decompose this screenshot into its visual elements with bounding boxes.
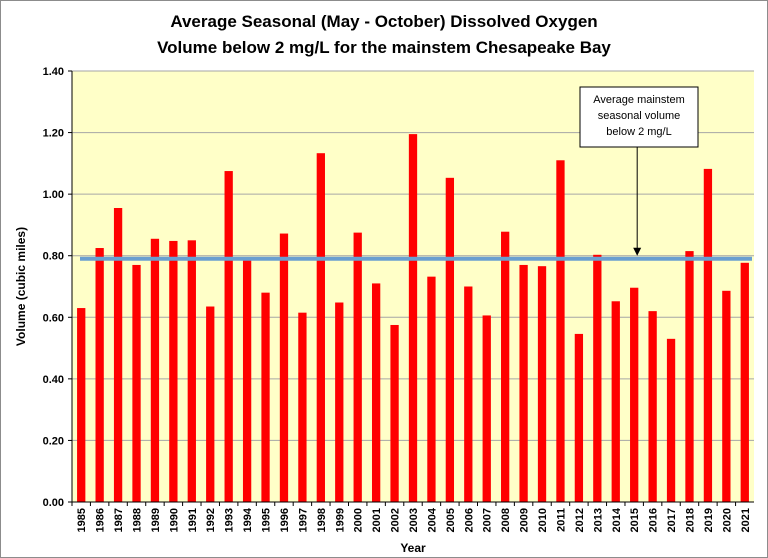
bar [206, 306, 215, 502]
bar [722, 290, 731, 502]
title-line-2: Volume below 2 mg/L for the mainstem Che… [157, 38, 611, 57]
bar [685, 251, 694, 502]
average-annotation: Average mainstem seasonal volume below 2… [579, 86, 699, 256]
x-tick-label: 2004 [426, 507, 438, 532]
x-tick-labels: 1985 1986 1987 1988 1989 1990 1991 1992 1993 1994… [71, 502, 752, 532]
bar [593, 254, 602, 502]
annotation-line-1: Average mainstem [593, 94, 685, 106]
annotation-arrowhead [633, 247, 642, 256]
bar [95, 248, 104, 502]
bar [132, 264, 141, 502]
x-tick-label: 2015 [629, 508, 641, 532]
x-tick-label: 2014 [611, 507, 623, 532]
y-tick-label: 0.20 [43, 435, 64, 447]
bar [390, 324, 399, 502]
bar [537, 266, 547, 502]
x-tick-label: 1993 [224, 508, 236, 532]
x-tick-label: 2005 [445, 508, 457, 532]
x-tick-label: 1996 [279, 508, 291, 532]
x-tick-label: 1997 [297, 508, 309, 532]
bar [482, 315, 491, 502]
bar [666, 338, 676, 502]
bar [445, 177, 455, 503]
x-tick-label: 1987 [113, 508, 125, 532]
x-tick-label: 2009 [519, 508, 531, 532]
x-tick-label: 2013 [592, 508, 604, 532]
x-tick-label: 2002 [390, 508, 402, 532]
x-tick-label: 1992 [205, 508, 217, 532]
x-tick-label: 2001 [371, 508, 383, 532]
bar [353, 232, 362, 502]
x-tick-label: 2017 [666, 508, 678, 532]
bar [556, 160, 565, 502]
bar [630, 287, 639, 502]
x-tick-label: 2018 [684, 508, 696, 532]
bar [261, 292, 270, 502]
bar [169, 240, 178, 503]
y-axis-title: Volume (cubic miles) [14, 227, 28, 346]
bar [150, 238, 160, 502]
axes [71, 71, 754, 503]
y-tick-labels: 0.00 0.20 0.40 0.60 0.80 1.00 1.20 1.40 [43, 66, 64, 509]
x-tick-label: 2012 [574, 508, 586, 532]
title-line-1: Average Seasonal (May - October) Dissolv… [170, 12, 597, 31]
x-tick-label: 2007 [482, 508, 494, 532]
x-axis-title: Year [400, 541, 426, 555]
bar [427, 276, 436, 502]
bar [242, 259, 252, 502]
bar [519, 264, 528, 502]
x-tick-label: 1985 [76, 508, 88, 532]
x-tick-label: 1988 [132, 508, 144, 532]
x-tick-label: 1986 [95, 508, 107, 532]
bar [501, 231, 510, 503]
x-tick-label: 2019 [703, 508, 715, 532]
bar [574, 333, 584, 502]
bar [648, 311, 657, 502]
y-tick-label: 0.80 [43, 251, 64, 263]
x-tick-label: 2021 [740, 508, 752, 532]
x-tick-label: 2020 [721, 508, 733, 532]
bar [279, 233, 289, 502]
bar [113, 207, 123, 502]
y-tick-label: 1.40 [43, 66, 64, 78]
x-tick-label: 1994 [242, 507, 254, 532]
bar [335, 302, 344, 502]
annotation-line-2: seasonal volume [598, 110, 681, 122]
y-tick-label: 0.40 [43, 374, 64, 386]
bar [224, 171, 233, 502]
bar [740, 262, 749, 502]
x-tick-label: 1995 [261, 508, 273, 532]
x-tick-label: 2000 [353, 508, 365, 532]
bar [187, 240, 196, 503]
x-tick-label: 1999 [334, 508, 346, 532]
bars [77, 134, 749, 503]
bar [611, 301, 620, 502]
x-tick-label: 1991 [187, 508, 199, 532]
bar [77, 308, 86, 502]
annotation-box [579, 86, 699, 148]
bar [371, 283, 381, 502]
bar [316, 153, 325, 502]
x-tick-label: 2016 [648, 508, 660, 532]
bar [298, 312, 307, 502]
x-tick-label: 1990 [168, 508, 180, 532]
chart-title: Average Seasonal (May - October) Dissolv… [157, 12, 611, 57]
y-tick-label: 0.00 [43, 497, 64, 509]
x-tick-label: 2011 [555, 508, 567, 532]
bar [408, 134, 418, 502]
x-tick-label: 2008 [500, 508, 512, 532]
x-tick-label: 1989 [150, 508, 162, 532]
y-tick-label: 1.20 [43, 128, 64, 140]
x-tick-label: 2006 [463, 508, 475, 532]
x-tick-label: 1998 [316, 508, 328, 532]
x-tick-label: 2010 [537, 508, 549, 532]
bar [703, 168, 713, 503]
y-tick-label: 1.00 [43, 189, 64, 201]
y-tick-label: 0.60 [43, 312, 64, 324]
annotation-line-3: below 2 mg/L [606, 126, 671, 138]
bar [464, 286, 473, 502]
x-tick-label: 2003 [408, 508, 420, 532]
